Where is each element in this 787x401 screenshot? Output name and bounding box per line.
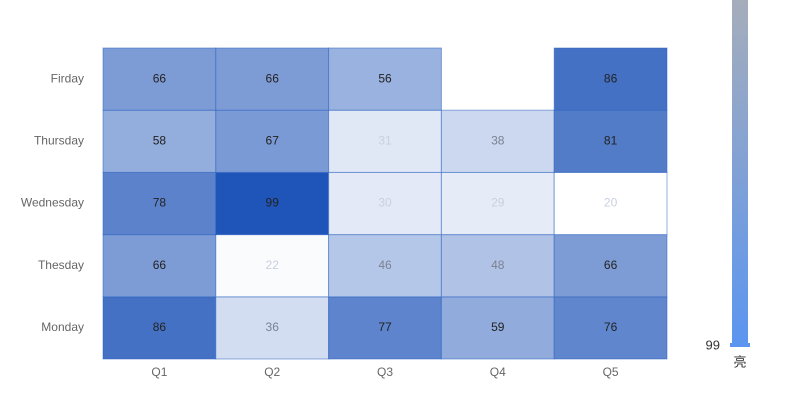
heatmap-cell [328, 109, 442, 173]
heatmap-cell [215, 171, 330, 236]
x-tick-label: Q1 [151, 365, 167, 379]
x-tick-label: Q4 [490, 365, 506, 379]
heatmap-cell [215, 47, 330, 111]
heatmap-cell [102, 296, 217, 360]
heatmap-cell [553, 47, 668, 111]
heatmap-cell [440, 109, 555, 173]
cell-label: 59 [491, 320, 505, 334]
heatmap-cell [328, 171, 442, 236]
cell-label: 76 [604, 320, 618, 334]
visual-map-max: 99 [706, 337, 720, 352]
visual-map-handle[interactable] [730, 343, 750, 347]
y-tick-label: Wednesday [21, 196, 84, 210]
cell-label: 77 [378, 320, 392, 334]
heatmap-cell [553, 109, 668, 173]
y-tick-label: Firday [51, 71, 84, 85]
y-tick-label: Thesday [38, 258, 84, 272]
y-tick-label: Monday [41, 320, 84, 334]
cell-label: 67 [266, 133, 280, 147]
heatmap-cell [553, 171, 668, 236]
cell-label: 38 [491, 133, 505, 147]
cell-label: 66 [153, 71, 167, 85]
heatmap-cell [215, 109, 330, 173]
cell-label: 66 [153, 258, 167, 272]
cell-label: 30 [378, 196, 392, 210]
visual-map-label: 亮 [733, 354, 746, 369]
heatmap-cell [440, 234, 555, 298]
x-tick-label: Q5 [603, 365, 619, 379]
heatmap-cell [328, 234, 442, 298]
cell-label: 66 [266, 71, 280, 85]
cell-label: 58 [153, 133, 167, 147]
y-tick-label: Thursday [34, 133, 84, 147]
heatmap-cell [215, 296, 330, 360]
cell-label: 31 [378, 133, 392, 147]
cell-label: 81 [604, 133, 618, 147]
cell-label: 66 [604, 258, 618, 272]
cell-label: 36 [266, 320, 280, 334]
visual-map-bar [732, 0, 748, 345]
heatmap-cell [440, 296, 555, 360]
cell-label: 86 [153, 320, 167, 334]
heatmap-cell [328, 47, 442, 111]
x-tick-label: Q3 [377, 365, 393, 379]
cell-label: 78 [153, 196, 167, 210]
heatmap-cell [102, 109, 217, 173]
heatmap-cell [102, 47, 217, 111]
cell-label: 99 [266, 196, 280, 210]
cell-label: 48 [491, 258, 505, 272]
x-tick-label: Q2 [264, 365, 280, 379]
cell-label: 46 [378, 258, 392, 272]
cell-label: 86 [604, 71, 618, 85]
cell-label: 29 [491, 196, 505, 210]
cell-label: 56 [378, 71, 392, 85]
heatmap-cell [553, 234, 668, 298]
heatmap-cell [215, 234, 330, 298]
heatmap-cell [102, 234, 217, 298]
cell-label: 22 [266, 258, 280, 272]
heatmap-cell [553, 296, 668, 360]
cell-label: 20 [604, 196, 618, 210]
